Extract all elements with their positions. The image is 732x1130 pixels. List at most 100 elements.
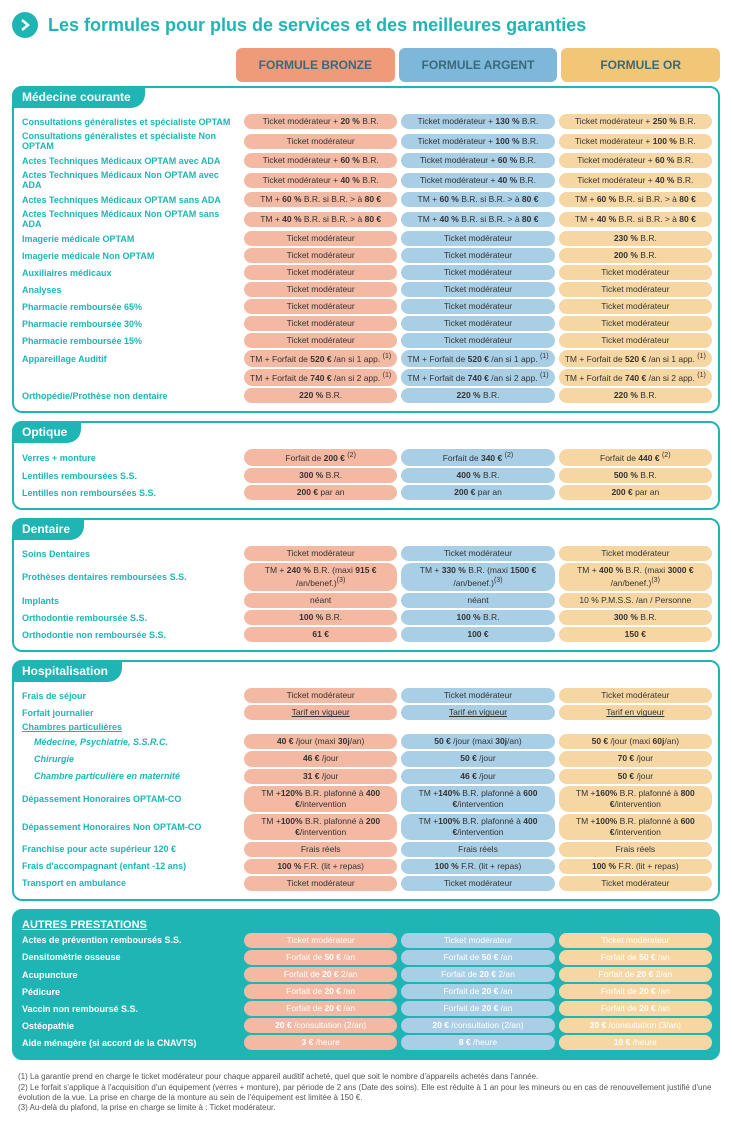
cell-or: 50 € /jour [559,769,712,784]
cell-or: Tarif en vigueur [559,705,712,720]
table-row: Actes Techniques Médicaux Non OPTAM avec… [20,170,712,190]
cell-bronze: Ticket modérateur [244,282,397,297]
cell-or: 200 € par an [559,485,712,500]
table-row: Verres + montureForfait de 200 € (2)Forf… [20,449,712,466]
page-header: Les formules pour plus de services et de… [12,12,720,38]
cell-or: Forfait de 20 € /an [559,1001,712,1016]
table-row: Franchise pour acte supérieur 120 €Frais… [20,842,712,857]
cell-bronze: Ticket modérateur + 40 % B.R. [244,173,397,188]
cell-or: 70 € /jour [559,751,712,766]
cell-argent: TM + Forfait de 520 € /an si 1 app. (1) [401,350,554,367]
cell-or: Ticket modérateur [559,688,712,703]
row-label: Pédicure [20,987,240,997]
cell-or: Forfait de 440 € (2) [559,449,712,466]
cell-bronze: Ticket modérateur [244,876,397,891]
row-label: Médecine, Psychiatrie, S.S.R.C. [20,737,240,747]
cell-bronze: Ticket modérateur + 60 % B.R. [244,153,397,168]
table-row: Pharmacie remboursée 65% Ticket modérateu… [20,299,712,314]
row-label: Implants [20,596,240,606]
cell-bronze: Ticket modérateur [244,134,397,149]
row-label: Imagerie médicale OPTAM [20,234,240,244]
cell-bronze: TM + 40 % B.R. si B.R. > à 80 € [244,212,397,227]
cell-bronze: 31 € /jour [244,769,397,784]
table-row: AcupunctureForfait de 20 € 2/anForfait d… [20,967,712,982]
row-label: Verres + monture [20,453,240,463]
cell-or: 150 € [559,627,712,642]
cell-argent: 8 € /heure [401,1035,554,1050]
row-label: Ostéopathie [20,1021,240,1031]
cell-or: 10 € /heure [559,1035,712,1050]
row-label: Transport en ambulance [20,878,240,888]
table-row: Pharmacie remboursée 15%Ticket modérateu… [20,333,712,348]
table-row: Actes de prévention remboursés S.S.Ticke… [20,933,712,948]
row-label: Orthodontie non remboursée S.S. [20,630,240,640]
section-hospitalisation: HospitalisationFrais de séjourTicket mod… [12,660,720,901]
cell-bronze: Forfait de 50 € /an [244,950,397,965]
cell-or: 100 % F.R. (lit + repas) [559,859,712,874]
cell-bronze: TM +120% B.R. plafonné à 400 €/intervent… [244,786,397,812]
row-label: Chirurgie [20,754,240,764]
cell-or: 500 % B.R. [559,468,712,483]
cell-argent: TM +100% B.R. plafonné à 400 €/intervent… [401,814,554,840]
row-label: Lentilles remboursées S.S. [20,471,240,481]
section-tab: Dentaire [12,518,84,540]
cell-or: 20 € /consultation (3/an) [559,1018,712,1033]
cell-bronze: Ticket modérateur [244,933,397,948]
table-row: Prothèses dentaires remboursées S.S.TM +… [20,563,712,591]
plan-header-argent: FORMULE ARGENT [399,48,558,82]
row-label: Chambres particulières [20,722,240,732]
row-label: Consultations généralistes et spécialist… [20,131,240,151]
row-label: Chambre particulière en maternité [20,771,240,781]
cell-bronze: 200 € par an [244,485,397,500]
cell-argent: Ticket modérateur + 100 % B.R. [401,134,554,149]
cell-or: Forfait de 20 € 2/an [559,967,712,982]
row-label: Imagerie médicale Non OPTAM [20,251,240,261]
cell-bronze: TM + Forfait de 520 € /an si 1 app. (1) [244,350,397,367]
cell-or: TM +160% B.R. plafonné à 800 €/intervent… [559,786,712,812]
table-row: Ostéopathie20 € /consultation (2/an)20 €… [20,1018,712,1033]
cell-bronze: néant [244,593,397,608]
cell-or: Ticket modérateur [559,316,712,331]
cell-or: TM +100% B.R. plafonné à 600 €/intervent… [559,814,712,840]
table-row: Frais de séjourTicket modérateurTicket m… [20,688,712,703]
row-label: Pharmacie remboursée 65% [20,302,240,312]
table-row: Pharmacie remboursée 30%Ticket modérateu… [20,316,712,331]
table-row: AnalysesTicket modérateurTicket modérate… [20,282,712,297]
row-label: Densitomètrie osseuse [20,952,240,962]
row-label: Frais de séjour [20,691,240,701]
table-row: Consultations généralistes et spécialist… [20,114,712,129]
table-row: Imagerie médicale Non OPTAM Ticket modéra… [20,248,712,263]
table-row: Vaccin non remboursé S.S.Forfait de 20 €… [20,1001,712,1016]
cell-or: 230 % B.R. [559,231,712,246]
table-row: Médecine, Psychiatrie, S.S.R.C.40 € /jou… [20,734,712,749]
cell-or: 220 % B.R. [559,388,712,403]
cell-bronze: 61 € [244,627,397,642]
cell-argent: Ticket modérateur [401,876,554,891]
cell-or: Ticket modérateur [559,333,712,348]
cell-or: TM + 40 % B.R. si B.R. > à 80 € [559,212,712,227]
cell-argent: TM + 40 % B.R. si B.R. > à 80 € [401,212,554,227]
section-tab: Optique [12,421,81,443]
cell-or: Forfait de 50 € /an [559,950,712,965]
cell-argent: 200 € par an [401,485,554,500]
cell-argent: Tarif en vigueur [401,705,554,720]
cell-argent: Ticket modérateur [401,248,554,263]
cell-argent: Ticket modérateur + 40 % B.R. [401,173,554,188]
cell-argent: TM +140% B.R. plafonné à 600 €/intervent… [401,786,554,812]
row-label: Actes Techniques Médicaux OPTAM sans ADA [20,195,240,205]
row-label: Soins Dentaires [20,549,240,559]
cell-or: TM + Forfait de 740 € /an si 2 app. (1) [559,369,712,386]
row-label: Consultations généralistes et spécialist… [20,117,240,127]
cell-argent: Ticket modérateur [401,299,554,314]
row-label: Acupuncture [20,970,240,980]
cell-bronze: TM + Forfait de 740 € /an si 2 app. (1) [244,369,397,386]
row-label: Orthopédie/Prothèse non dentaire [20,391,240,401]
table-row: Imagerie médicale OPTAMTicket modérateur… [20,231,712,246]
cell-or: Ticket modérateur [559,282,712,297]
plan-header-bronze: FORMULE BRONZE [236,48,395,82]
section-title: AUTRES PRESTATIONS [20,915,712,933]
row-label: Frais d'accompagnant (enfant -12 ans) [20,861,240,871]
cell-or: 200 % B.R. [559,248,712,263]
cell-argent: Forfait de 50 € /an [401,950,554,965]
row-label: Auxiliaires médicaux [20,268,240,278]
